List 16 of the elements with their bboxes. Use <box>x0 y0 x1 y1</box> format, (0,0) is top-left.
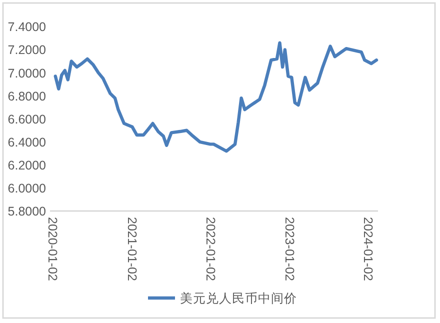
y-tick-label: 6.4000 <box>8 135 46 150</box>
legend-label: 美元兑人民币中间价 <box>180 290 297 306</box>
x-tick-label: 2021-01-02 <box>124 217 139 281</box>
x-tick-label: 2020-01-02 <box>46 217 60 281</box>
y-tick-label: 7.2000 <box>8 43 46 58</box>
y-tick-label: 6.6000 <box>8 112 46 126</box>
line-series <box>54 41 378 153</box>
y-tick-label: 7.4000 <box>8 20 46 34</box>
y-tick-label: 6.0000 <box>8 181 46 196</box>
y-tick-label: 5.8000 <box>8 204 46 218</box>
x-tick-label: 2022-01-02 <box>204 217 218 281</box>
x-tick-label: 2023-01-02 <box>282 217 296 281</box>
y-tick-label: 6.2000 <box>8 158 46 172</box>
y-tick-label: 6.8000 <box>8 89 46 104</box>
y-tick-label: 7.0000 <box>8 66 46 80</box>
x-tick-label: 2024-01-02 <box>361 217 376 281</box>
